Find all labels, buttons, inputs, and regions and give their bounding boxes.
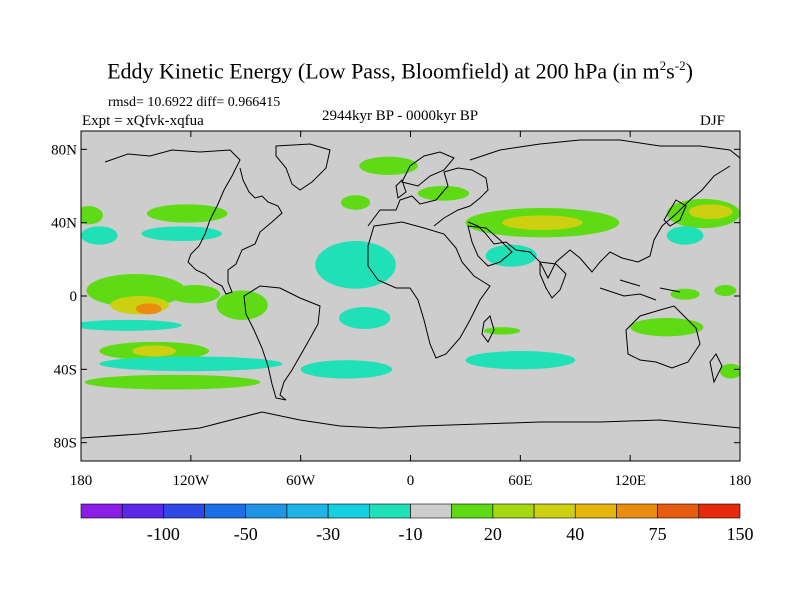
field-region-20 — [502, 215, 583, 231]
field-region-15 — [719, 363, 740, 379]
field-region-12 — [670, 288, 700, 300]
coast-north-america — [104, 149, 283, 295]
field-region-32 — [666, 226, 704, 245]
season-label: DJF — [700, 113, 726, 129]
coast-antarctica — [81, 411, 740, 439]
y-axis: 80N 40N 0 40S 80S — [51, 142, 740, 452]
colorbar-label-3: -10 — [399, 524, 423, 544]
field-region-31 — [465, 351, 576, 370]
field-region-21 — [688, 204, 733, 220]
field-region-13 — [714, 285, 737, 296]
coast-africa — [367, 221, 491, 359]
coast-australia — [625, 305, 701, 369]
colorbar-label-4: 20 — [484, 524, 502, 544]
field-region-0 — [81, 206, 103, 225]
colorbar-label-1: -50 — [234, 524, 258, 544]
colorbar-label-7: 150 — [727, 524, 754, 544]
coastlines — [81, 139, 740, 439]
coast-greenland — [275, 143, 331, 191]
coast-japan — [663, 199, 687, 227]
coast-south-america — [243, 285, 321, 401]
colorbar-swatch-3 — [204, 503, 247, 519]
field-region-14 — [630, 318, 704, 337]
experiment-label: Expt = xQfvk-xqfua — [82, 113, 204, 129]
x-tick-label-6: 180 — [729, 473, 752, 489]
field-region-7 — [359, 156, 418, 175]
field-region-28 — [81, 319, 182, 331]
field-region-25 — [315, 241, 396, 289]
colorbar-swatch-5 — [286, 503, 329, 519]
field-region-29 — [99, 356, 283, 372]
coast-new-zealand — [709, 353, 723, 384]
x-tick-label-5: 120E — [614, 473, 646, 489]
colorbar-swatch-14 — [657, 503, 700, 519]
colorbar-label-5: 40 — [566, 524, 584, 544]
y-tick-label-3: 40S — [54, 362, 77, 378]
field-region-1 — [86, 274, 186, 307]
field-region-5 — [84, 374, 261, 390]
colorbar-swatch-0 — [80, 503, 123, 519]
field-region-2 — [168, 285, 221, 304]
colorbar-swatch-10 — [492, 503, 535, 519]
colorbar-swatch-6 — [327, 503, 370, 519]
colorbar-swatch-4 — [245, 503, 288, 519]
x-tick-label-2: 60W — [286, 473, 316, 489]
y-tick-label-4: 80S — [54, 436, 77, 452]
colorbar-label-2: -30 — [316, 524, 340, 544]
colorbar-label-0: -100 — [147, 524, 180, 544]
colorbar-swatch-15 — [698, 503, 741, 519]
colorbar-swatch-8 — [410, 503, 452, 519]
field-region-26 — [339, 307, 391, 329]
field-region-30 — [300, 360, 393, 379]
colorbar-swatch-9 — [451, 503, 494, 519]
coast-india — [539, 261, 567, 299]
field-region-3 — [216, 290, 268, 320]
colorbar-swatch-12 — [574, 503, 617, 519]
coast-asia — [467, 139, 740, 280]
x-tick-label-3: 0 — [407, 473, 415, 489]
coast-arabia — [467, 225, 513, 267]
field-region-9 — [417, 186, 470, 201]
x-tick-label-0: 180 — [70, 473, 93, 489]
coast-europe — [367, 167, 489, 227]
colorbar-swatch-2 — [163, 503, 205, 519]
field-region-23 — [81, 226, 118, 245]
y-tick-label-0: 80N — [51, 142, 77, 158]
field-region-22 — [135, 303, 162, 315]
field-region-24 — [141, 226, 222, 242]
colorbar-swatch-11 — [533, 503, 576, 519]
field-region-19 — [132, 345, 177, 357]
field-region-8 — [340, 195, 371, 210]
coast-british-isles — [395, 179, 407, 199]
colorbar: -100 -50 -30 -10 20 40 75 150 — [80, 503, 754, 544]
stats-text: rmsd= 10.6922 diff= 0.966415 — [108, 95, 281, 110]
field-layer — [81, 156, 740, 390]
coast-scandinavia — [401, 151, 455, 187]
coast-indonesia — [599, 279, 681, 301]
field-region-6 — [146, 204, 228, 223]
chart-subtitle: 2944kyr BP - 0000kyr BP — [321, 108, 479, 124]
coast-madagascar — [481, 315, 495, 343]
chart-title: Eddy Kinetic Energy (Low Pass, Bloomfiel… — [107, 58, 693, 84]
y-tick-label-2: 0 — [70, 289, 78, 305]
x-tick-label-4: 60E — [508, 473, 532, 489]
field-region-16 — [483, 327, 521, 335]
y-tick-label-1: 40N — [51, 216, 77, 232]
colorbar-swatch-13 — [616, 503, 658, 519]
colorbar-swatch-1 — [121, 503, 164, 519]
x-tick-label-1: 120W — [172, 473, 210, 489]
colorbar-swatch-7 — [369, 503, 411, 519]
colorbar-label-6: 75 — [649, 524, 667, 544]
x-axis: 180 120W 60W 0 60E 120E 180 — [70, 131, 752, 489]
field-region-27 — [485, 244, 537, 267]
